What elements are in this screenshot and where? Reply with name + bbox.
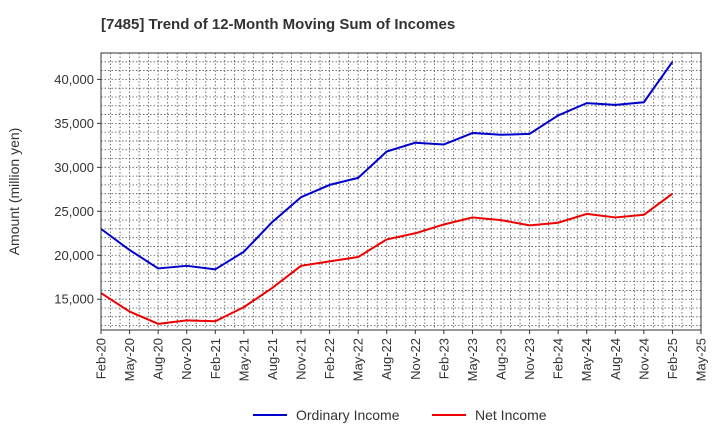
x-axis-ticks: Feb-20 May-20 Aug-20 Nov-20 Feb-21 May-21 Aug-… (94, 330, 709, 381)
legend-label: Ordinary Income (296, 407, 400, 423)
y-tick-label: 25,000 (54, 204, 94, 219)
y-tick-label: 15,000 (54, 292, 94, 307)
chart-title: [7485] Trend of 12-Month Moving Sum of I… (101, 16, 455, 33)
x-tick-label: May-20 (122, 338, 137, 381)
series-line-ordinary-income (100, 61, 674, 271)
x-tick-label: Nov-20 (179, 338, 194, 380)
x-tick-label: Aug-23 (494, 338, 509, 380)
grid (101, 53, 701, 330)
x-tick-label: Feb-25 (665, 338, 680, 379)
legend-label: Net Income (475, 407, 547, 423)
x-tick-label: Aug-22 (379, 338, 394, 380)
legend: Ordinary Income Net Income (253, 407, 547, 423)
plot-frame (100, 52, 702, 331)
x-tick-label: May-21 (236, 338, 251, 381)
series-line-net-income (100, 192, 674, 325)
x-tick-label: Feb-23 (436, 338, 451, 379)
y-axis-ticks: 15,000 20,000 25,000 30,000 35,000 40,000 (54, 72, 101, 307)
x-tick-label: May-23 (465, 338, 480, 381)
x-tick-label: Feb-22 (322, 338, 337, 379)
x-tick-label: Nov-24 (636, 338, 651, 380)
series-layer (100, 61, 674, 325)
x-tick-label: May-24 (579, 338, 594, 381)
x-tick-label: May-25 (694, 338, 709, 381)
y-axis-label: Amount (million yen) (6, 128, 22, 256)
y-tick-label: 20,000 (54, 248, 94, 263)
y-tick-label: 40,000 (54, 72, 94, 87)
x-tick-label: Feb-20 (94, 338, 109, 379)
x-tick-label: Feb-24 (551, 338, 566, 379)
x-tick-label: Aug-20 (151, 338, 166, 380)
x-tick-label: Nov-21 (294, 338, 309, 380)
y-tick-label: 30,000 (54, 160, 94, 175)
x-tick-label: Nov-22 (408, 338, 423, 380)
x-tick-label: May-22 (351, 338, 366, 381)
x-tick-label: Aug-21 (265, 338, 280, 380)
y-tick-label: 35,000 (54, 116, 94, 131)
x-tick-label: Aug-24 (608, 338, 623, 380)
x-tick-label: Feb-21 (208, 338, 223, 379)
x-tick-label: Nov-23 (522, 338, 537, 380)
